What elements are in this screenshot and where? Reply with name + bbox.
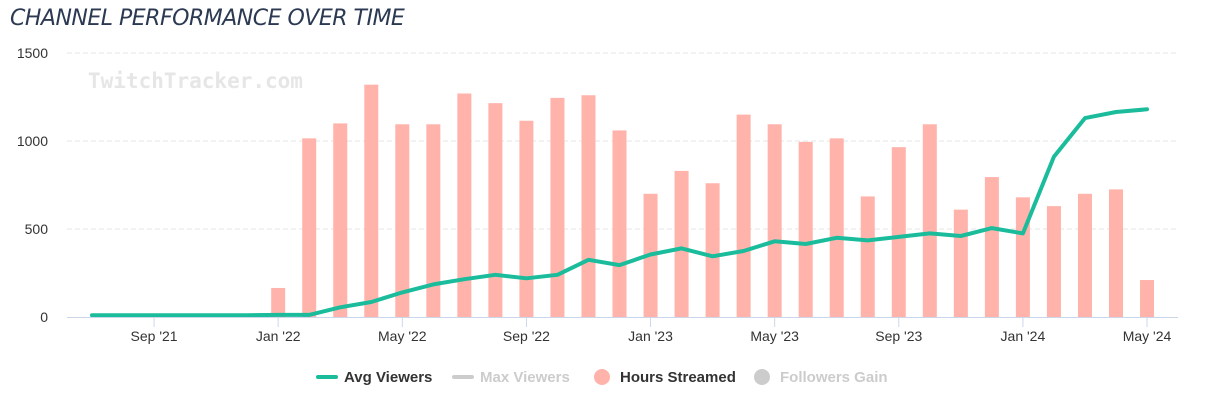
avg-viewers-series[interactable] — [90, 107, 1149, 318]
hours-streamed-bar[interactable] — [519, 120, 534, 317]
hours-streamed-bar[interactable] — [302, 138, 317, 317]
hours-streamed-bar[interactable] — [550, 97, 565, 317]
legend-circle-icon — [594, 369, 610, 385]
hours-streamed-bar[interactable] — [891, 147, 906, 317]
hours-streamed-bar[interactable] — [333, 123, 348, 318]
legend-label: Avg Viewers — [344, 369, 432, 386]
legend[interactable]: Avg Viewers Max Viewers Hours Streamed Foll… — [316, 369, 888, 386]
hours-streamed-bar[interactable] — [1108, 189, 1123, 317]
x-tick-label: Sep '21 — [131, 328, 178, 344]
hours-streamed-bar[interactable] — [953, 209, 968, 317]
x-tick-label: May '23 — [750, 328, 799, 344]
x-tick-label: Jan '22 — [256, 328, 301, 344]
hours-streamed-bar[interactable] — [457, 93, 472, 317]
hours-streamed-bar[interactable] — [829, 138, 844, 317]
legend-label: Followers Gain — [780, 369, 888, 386]
y-tick-label: 500 — [25, 221, 49, 237]
watermark-text: TwitchTracker.com — [88, 69, 303, 93]
hours-streamed-bar[interactable] — [736, 114, 751, 317]
legend-item-avg-viewers[interactable]: Avg Viewers — [316, 369, 432, 386]
hours-streamed-bar[interactable] — [395, 124, 410, 317]
hours-streamed-bar[interactable] — [674, 170, 689, 317]
legend-label: Max Viewers — [480, 369, 570, 386]
hours-streamed-bar[interactable] — [984, 177, 999, 317]
chart-title: CHANNEL PERFORMANCE OVER TIME — [10, 6, 405, 31]
x-tick-label: May '24 — [1123, 328, 1172, 344]
legend-item-followers-gain[interactable]: Followers Gain — [754, 369, 888, 386]
hours-streamed-bar[interactable] — [922, 124, 937, 317]
hours-streamed-bar[interactable] — [271, 287, 286, 317]
hours-streamed-bar[interactable] — [705, 183, 720, 317]
hours-streamed-bar[interactable] — [1015, 197, 1030, 317]
hours-streamed-bar[interactable] — [798, 141, 813, 317]
hours-streamed-bar[interactable] — [612, 130, 627, 317]
x-tick-label: May '22 — [378, 328, 427, 344]
x-axis: Sep '21 Jan '22 May '22 Sep '22 Jan '23 May '… — [67, 317, 1178, 344]
hours-streamed-bar[interactable] — [581, 95, 596, 318]
legend-item-max-viewers[interactable]: Max Viewers — [452, 369, 570, 386]
x-tick-label: Jan '23 — [628, 328, 673, 344]
y-axis-labels: 0 500 1000 1500 — [17, 45, 48, 325]
hours-streamed-bar[interactable] — [860, 196, 875, 317]
y-tick-label: 1000 — [17, 133, 48, 149]
hours-streamed-series[interactable] — [271, 84, 1155, 318]
y-tick-label: 0 — [40, 309, 48, 325]
x-tick-label: Sep '22 — [503, 328, 550, 344]
hours-streamed-bar[interactable] — [1046, 206, 1061, 317]
x-tick-label: Sep '23 — [875, 328, 922, 344]
avg-viewers-line[interactable] — [90, 107, 1149, 318]
hours-streamed-bar[interactable] — [364, 84, 379, 318]
legend-circle-icon — [754, 369, 770, 385]
hours-streamed-bar[interactable] — [767, 124, 782, 317]
x-tick-label: Jan '24 — [1001, 328, 1046, 344]
legend-label: Hours Streamed — [620, 369, 736, 386]
hours-streamed-bar[interactable] — [488, 103, 503, 317]
hours-streamed-bar[interactable] — [1140, 280, 1155, 317]
y-tick-label: 1500 — [17, 45, 48, 61]
hours-streamed-bar[interactable] — [1077, 193, 1092, 317]
hours-streamed-bar[interactable] — [426, 124, 441, 317]
legend-item-hours-streamed[interactable]: Hours Streamed — [594, 369, 736, 386]
